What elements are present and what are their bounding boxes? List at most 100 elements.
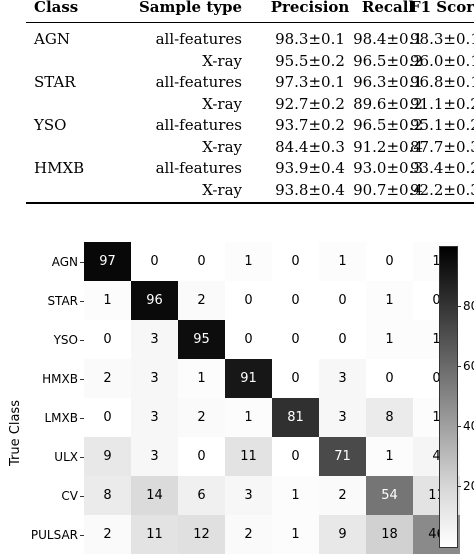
cell-sample-type: X-ray — [202, 94, 242, 113]
matrix-cell: 0 — [366, 242, 413, 281]
matrix-cell: 81 — [272, 398, 319, 437]
row-tick — [80, 300, 84, 302]
matrix-cell: 0 — [319, 281, 366, 320]
matrix-cell: 1 — [366, 320, 413, 359]
matrix-cell: 0 — [272, 281, 319, 320]
colorbar-tick — [457, 366, 461, 367]
matrix-cell: 2 — [225, 515, 272, 554]
row-label: HMXB — [42, 371, 78, 386]
cell-f1: 91.1±0.2 — [410, 94, 474, 113]
matrix-cell: 91 — [225, 359, 272, 398]
matrix-cell: 0 — [84, 398, 131, 437]
header-sample-type: Sample type — [138, 0, 242, 16]
cell-f1: 87.7±0.3 — [410, 137, 474, 156]
matrix-cell: 1 — [366, 281, 413, 320]
matrix-cell: 2 — [178, 398, 225, 437]
row-label: PULSAR — [30, 527, 78, 542]
cell-f1: 96.0±0.1 — [410, 51, 474, 70]
matrix-cell: 1 — [366, 437, 413, 476]
matrix-cell: 3 — [131, 398, 178, 437]
cell-precision: 93.8±0.4 — [275, 180, 345, 199]
cell-f1: 98.3±0.1 — [410, 30, 474, 48]
cell-f1: 92.2±0.3 — [410, 180, 474, 199]
cell-sample-type: all-features — [155, 73, 242, 91]
row-label: LMXB — [44, 410, 79, 425]
cell-sample-type: X-ray — [202, 180, 242, 199]
matrix-cell: 9 — [319, 515, 366, 554]
row-tick — [80, 339, 84, 341]
cell-sample-type: all-features — [155, 30, 242, 48]
row-label: ULX — [54, 449, 78, 464]
row-tick — [80, 456, 84, 458]
matrix-cell: 1 — [225, 398, 272, 437]
matrix-cell: 0 — [225, 281, 272, 320]
matrix-cell: 0 — [178, 242, 225, 281]
cell-sample-type: X-ray — [202, 51, 242, 70]
cell-f1: 95.1±0.2 — [410, 116, 474, 134]
cell-precision: 98.3±0.1 — [275, 30, 345, 48]
matrix-cell: 0 — [272, 359, 319, 398]
matrix-cell: 1 — [272, 476, 319, 515]
row-label: STAR — [47, 293, 78, 308]
colorbar-tick-label: 60 — [463, 359, 474, 373]
header-precision: Precision — [270, 0, 350, 16]
cell-recall: 96.5±0.2 — [353, 51, 423, 70]
cell-recall: 89.6±0.2 — [353, 94, 423, 113]
cell-recall: 93.0±0.3 — [353, 159, 423, 177]
matrix-cell: 0 — [84, 320, 131, 359]
cell-precision: 93.7±0.2 — [275, 116, 345, 134]
cell-sample-type: all-features — [155, 116, 242, 134]
matrix-cell: 8 — [366, 398, 413, 437]
matrix-cell: 18 — [366, 515, 413, 554]
matrix-cell: 0 — [366, 359, 413, 398]
cell-recall: 98.4±0.1 — [353, 30, 423, 48]
colorbar-tick-label: 80 — [463, 299, 474, 313]
cell-f1: 93.4±0.2 — [410, 159, 474, 177]
header-f1-score: F1 Score — [410, 0, 474, 16]
cell-precision: 97.3±0.1 — [275, 73, 345, 91]
matrix-cell: 0 — [178, 437, 225, 476]
matrix-cell: 12 — [178, 515, 225, 554]
colorbar-tick — [457, 306, 461, 307]
cell-class: HMXB — [34, 159, 85, 177]
matrix-cell: 3 — [131, 437, 178, 476]
colorbar — [439, 246, 458, 548]
matrix-cell: 3 — [319, 398, 366, 437]
cell-f1: 96.8±0.1 — [410, 73, 474, 91]
matrix-cell: 2 — [178, 281, 225, 320]
matrix-cell: 0 — [272, 320, 319, 359]
row-tick — [80, 495, 84, 497]
matrix-cell: 2 — [84, 359, 131, 398]
row-tick — [80, 417, 84, 419]
matrix-cell: 54 — [366, 476, 413, 515]
matrix-cell: 3 — [225, 476, 272, 515]
y-axis-title: True Class — [8, 400, 23, 466]
cell-class: AGN — [34, 30, 70, 48]
matrix-cell: 9 — [84, 437, 131, 476]
matrix-cell: 97 — [84, 242, 131, 281]
matrix-cell: 8 — [84, 476, 131, 515]
cell-precision: 93.9±0.4 — [275, 159, 345, 177]
matrix-cell: 14 — [131, 476, 178, 515]
header-recall: Recall — [361, 0, 415, 16]
cell-precision: 92.7±0.2 — [275, 94, 345, 113]
matrix-cell: 71 — [319, 437, 366, 476]
matrix-cell: 1 — [272, 515, 319, 554]
cell-class: STAR — [34, 73, 76, 91]
cell-recall: 96.3±0.1 — [353, 73, 423, 91]
row-tick — [80, 378, 84, 380]
matrix-cell: 0 — [131, 242, 178, 281]
table-header-rule — [26, 22, 474, 23]
matrix-cell: 6 — [178, 476, 225, 515]
cell-recall: 91.2±0.4 — [353, 137, 423, 156]
table-bottom-rule — [26, 202, 474, 204]
cell-recall: 96.5±0.2 — [353, 116, 423, 134]
colorbar-tick — [457, 426, 461, 427]
matrix-cell: 96 — [131, 281, 178, 320]
matrix-cell: 11 — [225, 437, 272, 476]
matrix-cell: 3 — [319, 359, 366, 398]
cell-sample-type: X-ray — [202, 137, 242, 156]
matrix-cell: 1 — [319, 242, 366, 281]
matrix-cell: 0 — [272, 437, 319, 476]
